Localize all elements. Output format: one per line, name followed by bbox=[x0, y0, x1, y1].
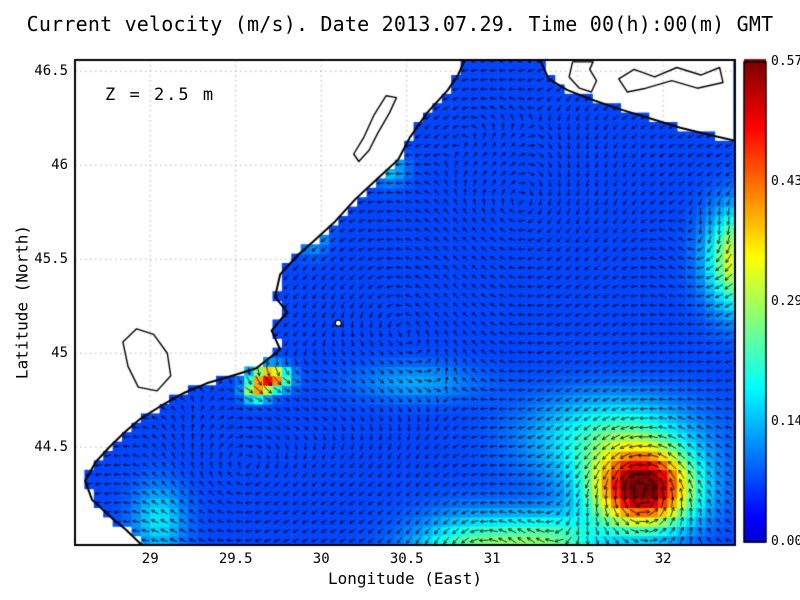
colorbar bbox=[744, 62, 766, 542]
colorbar-tick-label: 0.29 bbox=[771, 294, 800, 309]
y-tick-label: 46.5 bbox=[34, 63, 68, 80]
x-tick-label: 31.5 bbox=[560, 551, 595, 567]
x-tick-label: 29 bbox=[141, 551, 159, 567]
map-plot-area bbox=[75, 60, 735, 545]
x-tick-label: 32 bbox=[654, 551, 672, 567]
y-tick-label: 44.5 bbox=[34, 439, 68, 456]
colorbar-tick-label: 0.14 bbox=[771, 414, 800, 429]
y-tick-label: 46 bbox=[51, 157, 68, 174]
x-tick-label: 31 bbox=[483, 551, 501, 567]
colorbar-tick-label: 0.00 bbox=[771, 534, 800, 549]
depth-annotation: Z = 2.5 m bbox=[105, 85, 216, 105]
y-tick-label: 45.5 bbox=[34, 251, 68, 268]
colorbar-tick-label: 0.43 bbox=[771, 174, 800, 189]
x-tick-label: 30 bbox=[312, 551, 330, 567]
x-tick-label: 30.5 bbox=[389, 551, 424, 567]
chart-title: Current velocity (m/s). Date 2013.07.29.… bbox=[26, 12, 774, 36]
x-axis-label: Longitude (East) bbox=[327, 569, 483, 588]
y-tick-label: 45 bbox=[51, 345, 68, 362]
colorbar-tick-label: 0.57 bbox=[771, 54, 800, 69]
x-tick-label: 29.5 bbox=[218, 551, 253, 567]
